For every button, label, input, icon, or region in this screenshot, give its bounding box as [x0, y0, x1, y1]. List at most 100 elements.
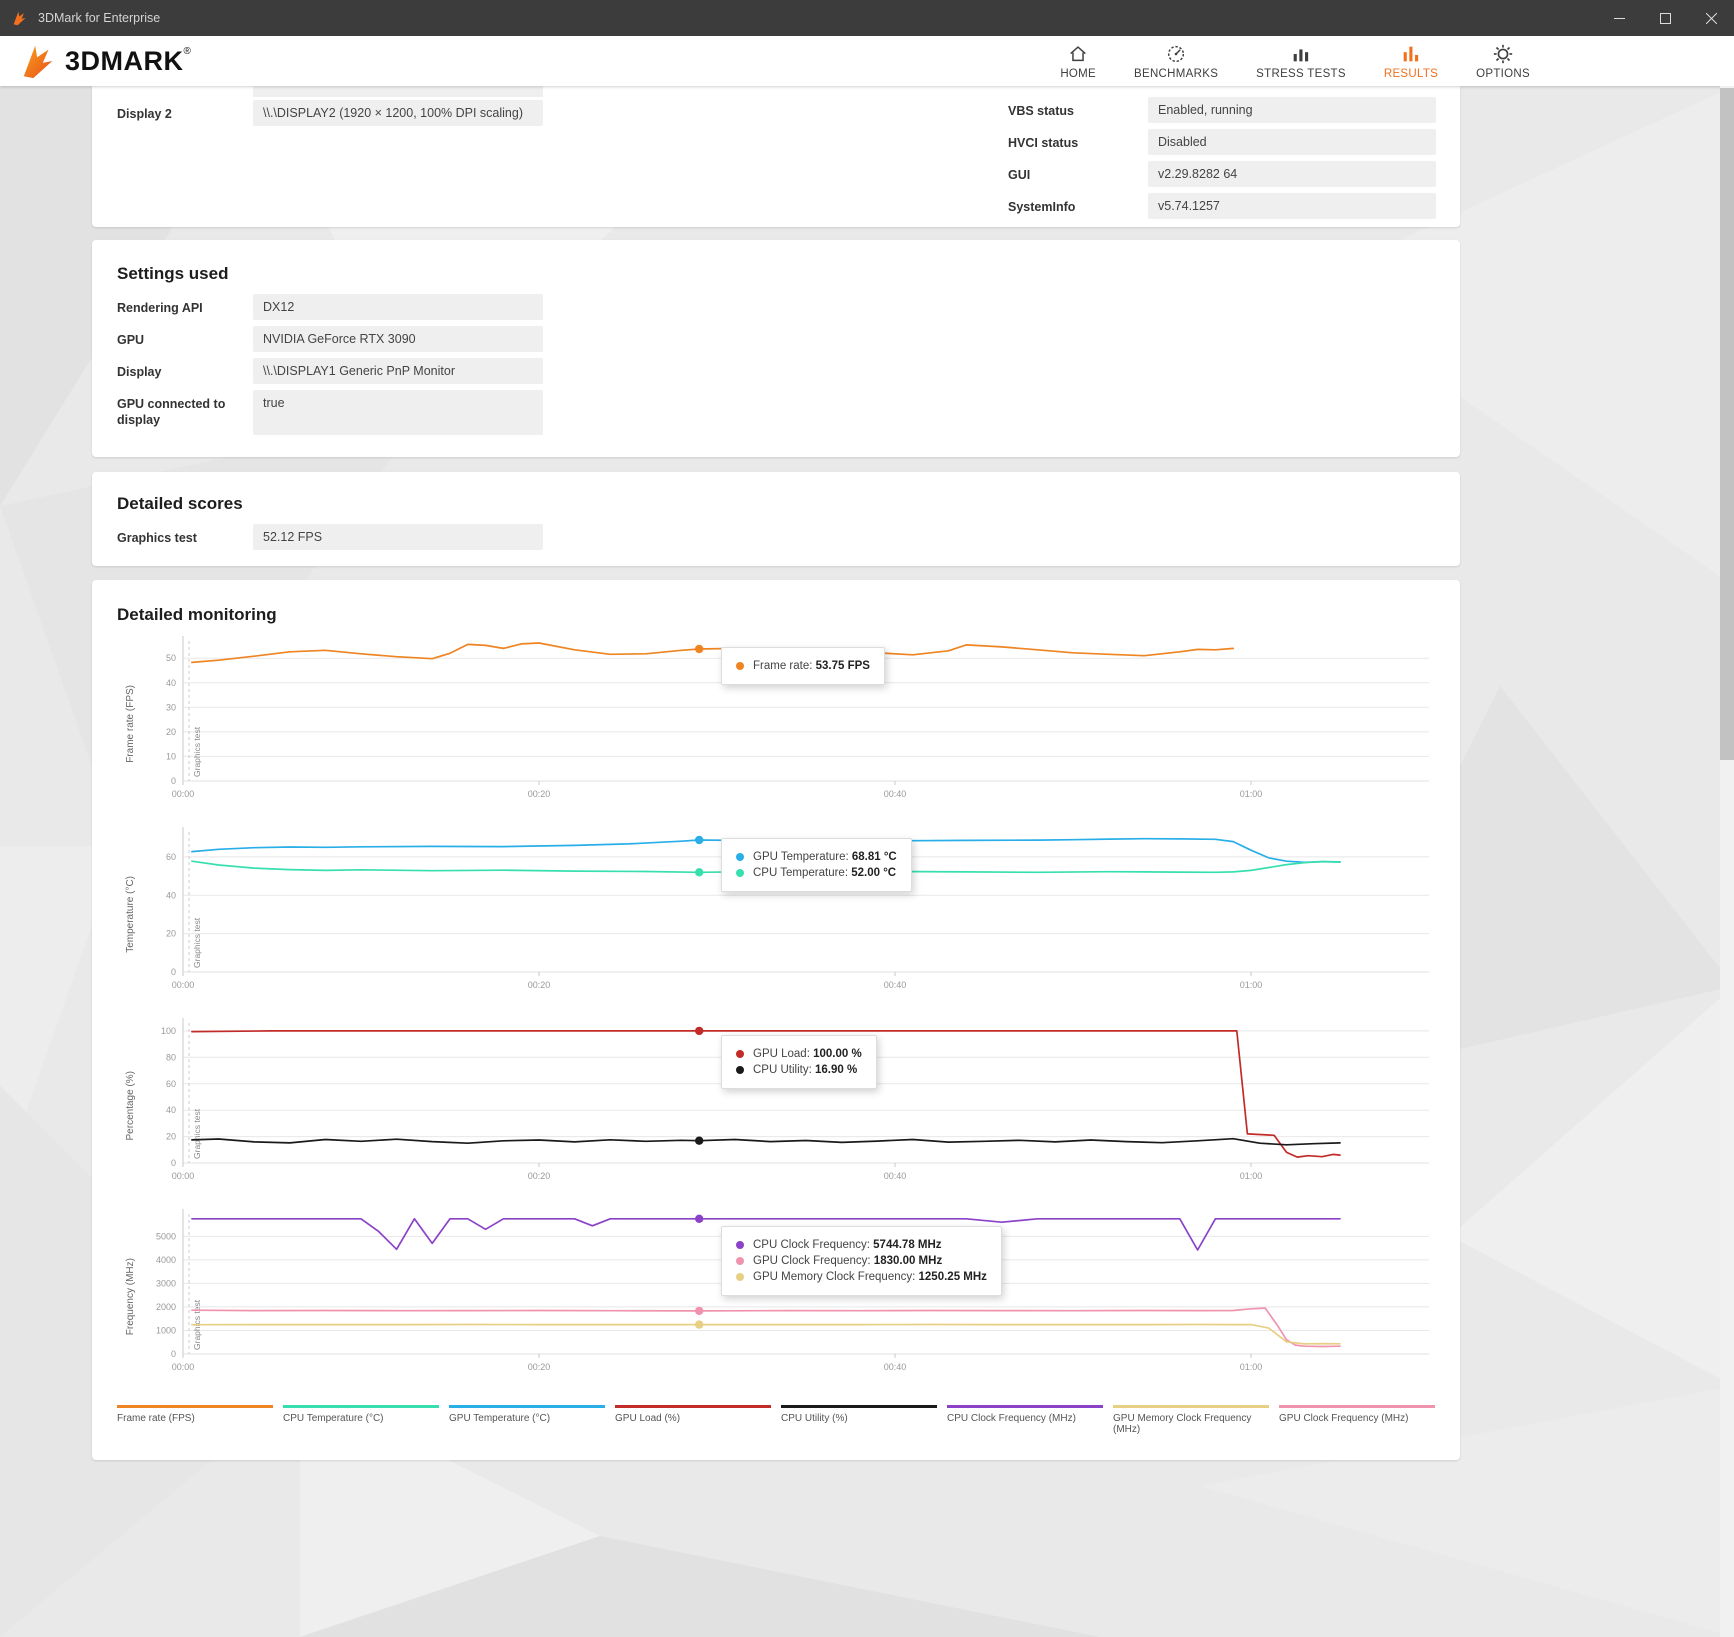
scrollbar-thumb[interactable] — [1720, 88, 1734, 760]
legend-item-gpu-memory-clock[interactable]: GPU Memory Clock Frequency (MHz) — [1113, 1405, 1269, 1435]
svg-text:00:00: 00:00 — [172, 1171, 195, 1181]
legend-color-bar — [947, 1405, 1103, 1408]
field-value: \\.\DISPLAY2 (1920 × 1200, 100% DPI scal… — [253, 100, 543, 126]
system-info-card: Display 2 \\.\DISPLAY2 (1920 × 1200, 100… — [92, 86, 1460, 227]
chart-frequency: Frequency (MHz) 0 1000 2000 3000 4000 5000 00:… — [117, 1204, 1435, 1389]
field-label: Display 2 — [117, 107, 172, 121]
svg-text:4000: 4000 — [156, 1255, 176, 1265]
field-row: GPU connected to display true — [117, 390, 1435, 435]
nav-item-options[interactable]: OPTIONS — [1476, 43, 1530, 80]
tooltip-text: Frame rate: 53.75 FPS — [753, 660, 870, 672]
chart-tooltip: GPU Load: 100.00 % CPU Utility: 16.90 % — [721, 1035, 877, 1089]
series-dot-icon — [736, 1257, 744, 1265]
section-title: Detailed scores — [117, 494, 243, 513]
legend-item-cpu-temperature[interactable]: CPU Temperature (°C) — [283, 1405, 439, 1435]
legend-label: GPU Temperature (°C) — [449, 1413, 551, 1424]
svg-text:100: 100 — [161, 1026, 176, 1036]
svg-text:40: 40 — [166, 890, 176, 900]
y-axis-label-text: Percentage (%) — [124, 1070, 136, 1141]
svg-text:0: 0 — [171, 1349, 176, 1359]
legend-color-bar — [1279, 1405, 1435, 1408]
y-axis-label: Frequency (MHz) — [117, 1204, 143, 1389]
legend-label: GPU Load (%) — [615, 1413, 681, 1424]
series-dot-icon — [736, 1066, 744, 1074]
tooltip-text: GPU Memory Clock Frequency: 1250.25 MHz — [753, 1271, 987, 1283]
legend-item-cpu-clock[interactable]: CPU Clock Frequency (MHz) — [947, 1405, 1103, 1435]
nav-item-benchmarks[interactable]: BENCHMARKS — [1134, 43, 1218, 80]
maximize-button[interactable] — [1642, 0, 1688, 36]
field-value: \\.\DISPLAY1 Generic PnP Monitor — [253, 358, 543, 384]
chart-tooltip: GPU Temperature: 68.81 °C CPU Temperature… — [721, 838, 912, 892]
results-chart-icon — [1403, 46, 1419, 61]
field-value: NVIDIA GeForce RTX 3090 — [253, 326, 543, 352]
svg-text:20: 20 — [166, 727, 176, 737]
y-axis-label: Frame rate (FPS) — [117, 631, 143, 816]
series-dot-icon — [736, 1050, 744, 1058]
percentage-chart-canvas[interactable]: 0 20 40 60 80 100 00:00 00:20 00:40 01:00 Graphics… — [143, 1013, 1435, 1198]
field-value: v2.29.8282 64 — [1148, 161, 1436, 187]
y-axis-label-text: Frequency (MHz) — [124, 1257, 136, 1336]
svg-text:00:40: 00:40 — [884, 1171, 907, 1181]
legend-item-gpu-load[interactable]: GPU Load (%) — [615, 1405, 771, 1435]
results-page: Display 2 \\.\DISPLAY2 (1920 × 1200, 100… — [0, 86, 1734, 1637]
tooltip-row: CPU Utility: 16.90 % — [736, 1064, 862, 1076]
svg-text:01:00: 01:00 — [1240, 980, 1263, 990]
field-label: GPU — [117, 333, 145, 347]
detailed-scores-card: Detailed scores Graphics test 52.12 FPS — [92, 472, 1460, 566]
legend-color-bar — [283, 1405, 439, 1408]
window-controls — [1596, 0, 1734, 36]
tooltip-row: CPU Temperature: 52.00 °C — [736, 867, 897, 879]
nav-label: OPTIONS — [1476, 67, 1530, 80]
series-dot-icon — [736, 1241, 744, 1249]
legend-label: CPU Temperature (°C) — [283, 1413, 384, 1424]
field-row: Display \\.\DISPLAY1 Generic PnP Monitor — [117, 358, 1435, 384]
svg-text:20: 20 — [166, 929, 176, 939]
field-value: DX12 — [253, 294, 543, 320]
minimize-button[interactable] — [1596, 0, 1642, 36]
svg-text:40: 40 — [166, 678, 176, 688]
options-gear-icon — [1493, 44, 1513, 63]
legend-color-bar — [615, 1405, 771, 1408]
legend-item-gpu-temperature[interactable]: GPU Temperature (°C) — [449, 1405, 605, 1435]
legend-color-bar — [1113, 1405, 1269, 1408]
nav-label: STRESS TESTS — [1256, 67, 1346, 80]
chart-frame-rate: Frame rate (FPS) 0 10 20 30 40 50 00:00 00:20 00… — [117, 631, 1435, 816]
nav-item-results[interactable]: RESULTS — [1384, 43, 1438, 80]
field-label: GPU connected to display — [117, 397, 226, 428]
svg-text:10: 10 — [166, 751, 176, 761]
legend-item-frame-rate[interactable]: Frame rate (FPS) — [117, 1405, 273, 1435]
svg-text:60: 60 — [166, 852, 176, 862]
legend-label: GPU Clock Frequency (MHz) — [1279, 1413, 1409, 1424]
tooltip-row: GPU Load: 100.00 % — [736, 1048, 862, 1060]
close-button[interactable] — [1688, 0, 1734, 36]
svg-text:60: 60 — [166, 1079, 176, 1089]
tooltip-row: GPU Temperature: 68.81 °C — [736, 851, 897, 863]
tooltip-text: GPU Clock Frequency: 1830.00 MHz — [753, 1255, 943, 1267]
svg-text:1000: 1000 — [156, 1326, 176, 1336]
nav-label: HOME — [1060, 67, 1097, 80]
legend-label: GPU Memory Clock Frequency (MHz) — [1113, 1413, 1252, 1435]
legend-item-cpu-utility[interactable]: CPU Utility (%) — [781, 1405, 937, 1435]
nav-label: BENCHMARKS — [1134, 67, 1219, 80]
home-icon — [1070, 45, 1086, 61]
3dmark-logo[interactable]: 3DMARK ® — [20, 42, 191, 80]
y-axis-label: Percentage (%) — [117, 1013, 143, 1198]
nav-item-stress-tests[interactable]: STRESS TESTS — [1256, 43, 1346, 80]
legend-label: Frame rate (FPS) — [117, 1413, 195, 1424]
vertical-scrollbar[interactable] — [1720, 86, 1734, 1637]
svg-text:Graphics test: Graphics test — [192, 726, 202, 777]
legend-label: CPU Utility (%) — [781, 1413, 848, 1424]
nav-item-home[interactable]: HOME — [1060, 43, 1096, 80]
window-title: 3DMark for Enterprise — [38, 11, 161, 25]
y-axis-label-text: Temperature (°C) — [124, 876, 136, 953]
legend-color-bar — [449, 1405, 605, 1408]
legend-item-gpu-clock[interactable]: GPU Clock Frequency (MHz) — [1279, 1405, 1435, 1435]
section-title: Detailed monitoring — [117, 605, 277, 624]
section-title: Settings used — [117, 264, 229, 283]
tooltip-text: CPU Utility: 16.90 % — [753, 1064, 858, 1076]
svg-text:0: 0 — [171, 1158, 176, 1168]
svg-text:00:40: 00:40 — [884, 789, 907, 799]
svg-text:40: 40 — [166, 1105, 176, 1115]
chart-tooltip: CPU Clock Frequency: 5744.78 MHz GPU Cloc… — [721, 1226, 1002, 1296]
svg-text:Graphics test: Graphics test — [192, 917, 202, 968]
